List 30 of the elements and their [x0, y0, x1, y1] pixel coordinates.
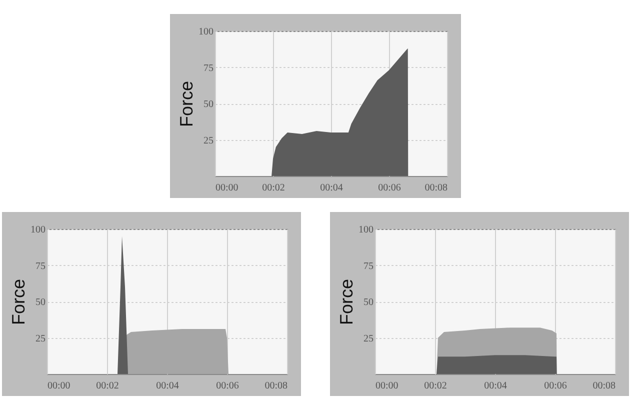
x-tick-label: 00:08	[424, 182, 448, 194]
y-tick-label: 25	[36, 333, 46, 344]
y-tick-label: 50	[364, 297, 374, 308]
x-tick-label: 00:00	[376, 380, 398, 392]
y-tick-label: 100	[198, 26, 214, 38]
y-tick-label: 100	[358, 224, 374, 236]
y-axis-title: Force	[8, 278, 28, 326]
x-tick-label: 00:04	[156, 380, 179, 392]
y-axis-title: Force	[336, 278, 356, 326]
x-tick-label: 00:06	[216, 380, 239, 392]
x-tick-label: 00:04	[320, 182, 343, 194]
x-tick-label: 00:02	[424, 380, 447, 392]
x-tick-label: 00:06	[544, 380, 567, 392]
y-tick-label: 25	[364, 333, 374, 344]
y-tick-label: 75	[36, 260, 46, 272]
x-tick-label: 00:02	[96, 380, 119, 392]
x-tick-label: 00:00	[48, 380, 70, 392]
x-tick-label: 00:04	[484, 380, 507, 392]
x-tick-label: 00:08	[264, 380, 288, 392]
y-tick-label: 75	[204, 62, 214, 74]
x-tick-label: 00:02	[262, 182, 285, 194]
y-tick-label: 50	[36, 297, 46, 308]
y-tick-label: 25	[204, 135, 214, 146]
y-axis-title: Force	[176, 80, 196, 128]
x-tick-label: 00:08	[592, 380, 616, 392]
y-tick-label: 50	[204, 99, 214, 110]
y-tick-label: 75	[364, 260, 374, 272]
y-tick-label: 100	[30, 224, 46, 236]
x-tick-label: 00:06	[378, 182, 401, 194]
x-tick-label: 00:00	[216, 182, 238, 194]
